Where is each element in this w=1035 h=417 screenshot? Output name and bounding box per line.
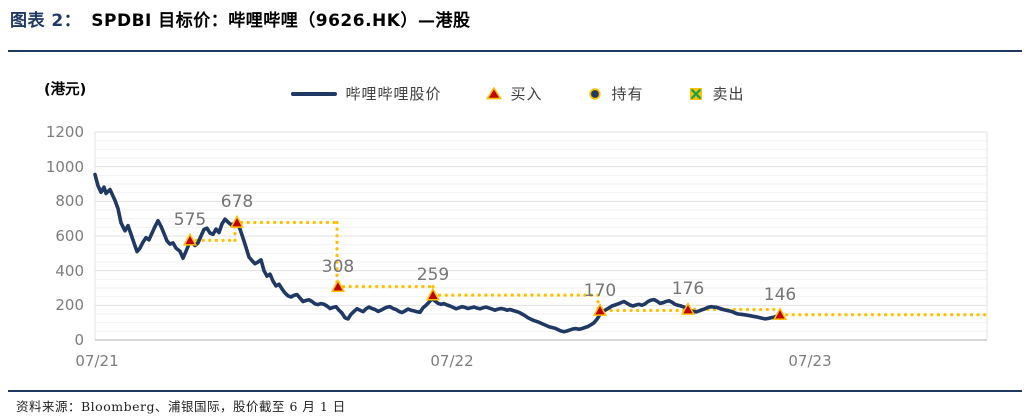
buy-marker (330, 279, 346, 292)
target-price-label: 678 (220, 192, 254, 213)
y-tick-label: 0 (74, 331, 84, 349)
buy-triangle-icon (485, 86, 502, 100)
y-tick-label: 1000 (45, 157, 84, 176)
legend-item-price-line: 哔哩哔哩股价 (290, 83, 441, 104)
y-tick-label: 400 (55, 261, 84, 280)
chart-title-main: SPDBI 目标价：哔哩哔哩（9626.HK）—港股 (91, 11, 471, 31)
chart-legend: 哔哩哔哩股价 买入 持有 卖出 (290, 83, 744, 104)
target-price-label: 575 (173, 210, 207, 231)
x-tick-label: 07/22 (430, 352, 474, 370)
y-tick-label: 800 (55, 192, 84, 211)
chart-title: 图表 2： SPDBI 目标价：哔哩哔哩（9626.HK）—港股 (10, 6, 470, 31)
bottom-divider (8, 390, 1022, 392)
y-axis-unit-label: (港元) (44, 82, 87, 98)
legend-item-buy: 买入 (485, 83, 542, 104)
y-tick-label: 1200 (45, 123, 84, 141)
top-divider (8, 50, 1022, 52)
price-line (93, 172, 782, 334)
legend-item-hold: 持有 (587, 83, 644, 104)
legend-label-buy: 买入 (510, 85, 543, 103)
target-price-label: 259 (416, 265, 450, 286)
legend-item-sell: 卖出 (688, 83, 745, 104)
buy-marker (229, 214, 245, 228)
sell-x-square-icon (689, 87, 702, 100)
x-tick-label: 07/23 (788, 352, 832, 370)
legend-label-sell: 卖出 (712, 85, 745, 103)
hold-circle-icon (588, 87, 601, 100)
chart-title-prefix: 图表 2： (10, 11, 82, 31)
y-tick-label: 200 (55, 296, 84, 315)
target-price-label: 308 (321, 256, 355, 277)
legend-label-hold: 持有 (611, 85, 644, 103)
buy-marker (425, 287, 441, 301)
source-note: 资料来源：Bloomberg、浦银国际，股价截至 6 月 1 日 (16, 399, 346, 414)
buy-marker (680, 301, 696, 315)
legend-label-price-line: 哔哩哔哩股价 (345, 85, 442, 103)
target-price-label: 170 (583, 280, 617, 301)
buy-marker (592, 302, 608, 316)
x-tick-label: 07/21 (75, 352, 119, 370)
price-line-swatch-icon (290, 91, 337, 96)
buy-marker (772, 307, 788, 321)
target-price-label: 146 (763, 284, 797, 305)
y-tick-label: 600 (55, 227, 84, 245)
buy-marker (182, 232, 198, 246)
target-price-label: 176 (671, 279, 705, 300)
